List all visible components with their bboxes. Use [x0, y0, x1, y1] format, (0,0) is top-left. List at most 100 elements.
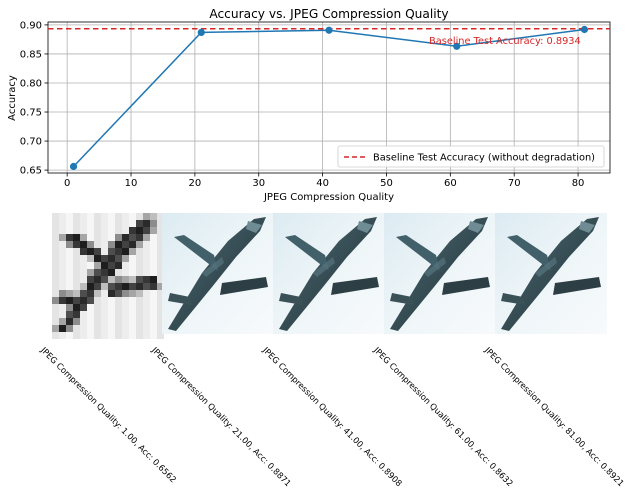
jpeg-block — [80, 241, 87, 248]
jpeg-block — [136, 262, 143, 269]
jpeg-block — [122, 255, 129, 262]
jpeg-block — [129, 276, 136, 283]
jpeg-block — [87, 318, 94, 325]
jpeg-block — [150, 304, 157, 311]
jpeg-block — [157, 332, 164, 339]
jpeg-block — [66, 213, 73, 220]
x-tick-label: 10 — [125, 178, 138, 189]
jpeg-block — [108, 248, 115, 255]
jpeg-block — [122, 332, 129, 339]
jpeg-block — [59, 311, 66, 318]
jpeg-block — [73, 255, 80, 262]
legend: Baseline Test Accuracy (without degradat… — [337, 145, 605, 168]
jpeg-block — [101, 213, 108, 220]
jpeg-block — [108, 318, 115, 325]
jpeg-block — [136, 269, 143, 276]
jpeg-block — [80, 318, 87, 325]
jpeg-block — [115, 290, 122, 297]
jpeg-block — [136, 332, 143, 339]
jpeg-block — [80, 269, 87, 276]
jpeg-block — [87, 297, 94, 304]
jpeg-block — [122, 325, 129, 332]
jpeg-block — [80, 297, 87, 304]
jpeg-block — [101, 220, 108, 227]
jpeg-block — [59, 325, 66, 332]
jpeg-block — [101, 297, 108, 304]
jpeg-block — [94, 262, 101, 269]
jpeg-block — [52, 325, 59, 332]
jpeg-block — [66, 234, 73, 241]
jpeg-block — [150, 283, 157, 290]
jpeg-block — [87, 283, 94, 290]
jpeg-block — [87, 213, 94, 220]
jpeg-block — [108, 325, 115, 332]
jpeg-block — [66, 220, 73, 227]
jpeg-block — [52, 227, 59, 234]
jpeg-block — [73, 283, 80, 290]
jpeg-block — [66, 269, 73, 276]
jpeg-block — [73, 248, 80, 255]
jpeg-block — [73, 297, 80, 304]
jpeg-block — [80, 234, 87, 241]
jpeg-block — [101, 318, 108, 325]
jpeg-block — [115, 213, 122, 220]
jpeg-block — [143, 248, 150, 255]
jpeg-block — [94, 234, 101, 241]
jpeg-block — [157, 325, 164, 332]
jpeg-block — [143, 290, 150, 297]
jpeg-block — [129, 325, 136, 332]
jpeg-block — [129, 248, 136, 255]
jpeg-block — [59, 283, 66, 290]
jpeg-block — [94, 276, 101, 283]
jpeg-block — [157, 234, 164, 241]
jpeg-block — [87, 325, 94, 332]
accuracy-point — [453, 42, 461, 50]
jpeg-block — [136, 290, 143, 297]
jpeg-block — [136, 241, 143, 248]
jpeg-block — [52, 241, 59, 248]
jpeg-block — [129, 213, 136, 220]
jpeg-block — [59, 304, 66, 311]
jpeg-block — [157, 241, 164, 248]
jpeg-block — [157, 304, 164, 311]
jpeg-block — [115, 234, 122, 241]
jpeg-block — [129, 297, 136, 304]
jpeg-block — [87, 311, 94, 318]
jpeg-block — [136, 248, 143, 255]
jpeg-block — [59, 227, 66, 234]
jpeg-block — [150, 241, 157, 248]
jpeg-block — [115, 248, 122, 255]
jet-image-q1 — [52, 213, 164, 339]
jpeg-block — [73, 311, 80, 318]
jpeg-block — [150, 276, 157, 283]
jpeg-block — [157, 248, 164, 255]
jpeg-block — [101, 255, 108, 262]
jpeg-block — [94, 227, 101, 234]
jpeg-block — [143, 220, 150, 227]
jpeg-block — [80, 213, 87, 220]
y-tick-label: 0.80 — [20, 78, 42, 89]
jet-image-q21 — [162, 213, 274, 334]
jpeg-block — [143, 332, 150, 339]
x-tick-label: 70 — [508, 178, 521, 189]
jpeg-block — [59, 276, 66, 283]
jpeg-block — [143, 262, 150, 269]
jpeg-block — [108, 255, 115, 262]
jpeg-block — [80, 311, 87, 318]
jpeg-block — [73, 290, 80, 297]
jpeg-block — [150, 213, 157, 220]
jpeg-block — [157, 269, 164, 276]
jpeg-block — [122, 290, 129, 297]
jpeg-block — [66, 276, 73, 283]
jpeg-block — [87, 255, 94, 262]
jpeg-block — [80, 304, 87, 311]
x-tick-label: 50 — [380, 178, 393, 189]
jpeg-block — [52, 290, 59, 297]
jpeg-block — [136, 255, 143, 262]
jpeg-block — [94, 290, 101, 297]
jpeg-block — [143, 213, 150, 220]
jpeg-block — [66, 241, 73, 248]
jpeg-block — [143, 283, 150, 290]
jpeg-block — [87, 248, 94, 255]
jpeg-block — [157, 220, 164, 227]
